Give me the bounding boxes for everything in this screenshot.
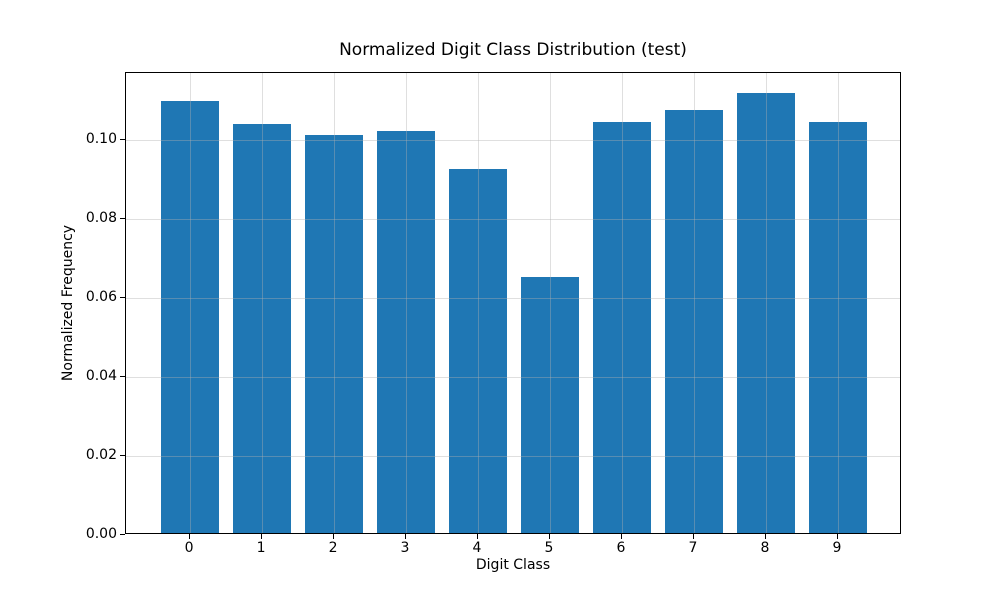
x-tick-mark [836, 534, 838, 539]
x-tick-label: 5 [544, 540, 554, 556]
y-tick-label: 0.08 [85, 210, 117, 227]
y-tick-label: 0.06 [85, 289, 117, 306]
plot-area [125, 72, 901, 534]
bar [593, 121, 651, 533]
bar [737, 92, 795, 533]
gridline-vertical [190, 73, 192, 533]
y-tick-mark [120, 376, 125, 378]
x-tick-label: 1 [256, 540, 266, 556]
bar [305, 134, 363, 533]
x-tick-label: 7 [688, 540, 698, 556]
gridline-vertical [406, 73, 408, 533]
gridline-horizontal [126, 219, 900, 221]
x-tick-label: 6 [616, 540, 626, 556]
y-tick-mark [120, 455, 125, 457]
x-tick-mark [477, 534, 478, 539]
y-tick-label: 0.02 [85, 447, 117, 464]
gridline-vertical [549, 73, 551, 533]
bar [665, 109, 723, 533]
x-tick-mark [405, 534, 407, 539]
gridline-horizontal [126, 456, 900, 458]
gridline-horizontal [126, 298, 900, 300]
gridline-horizontal [126, 140, 900, 142]
bar [233, 123, 291, 533]
gridline-vertical [765, 73, 767, 533]
x-tick-mark [548, 534, 550, 539]
x-tick-label: 8 [760, 540, 770, 556]
x-tick-label: 4 [472, 540, 482, 556]
x-tick-mark [764, 534, 766, 539]
chart-title: Normalized Digit Class Distribution (tes… [339, 40, 687, 60]
y-tick-mark [120, 534, 125, 535]
gridline-horizontal [126, 377, 900, 379]
x-tick-label: 3 [400, 540, 410, 556]
y-tick-label: 0.10 [85, 131, 117, 148]
gridline-vertical [262, 73, 264, 533]
bar [449, 168, 507, 533]
y-tick-mark [120, 218, 125, 220]
y-tick-label: 0.00 [85, 526, 117, 542]
x-tick-label: 0 [184, 540, 194, 556]
bar [809, 122, 867, 533]
y-tick-label: 0.04 [85, 368, 117, 385]
x-tick-mark [620, 534, 622, 539]
x-tick-label: 9 [832, 540, 842, 556]
y-tick-mark [120, 139, 125, 141]
gridline-vertical [334, 73, 336, 533]
x-tick-mark [261, 534, 263, 539]
bar [161, 101, 219, 533]
gridline-vertical [837, 73, 839, 533]
gridline-vertical [621, 73, 623, 533]
bar [521, 277, 579, 533]
x-tick-mark [692, 534, 694, 539]
gridline-vertical [693, 73, 695, 533]
x-axis-label: Digit Class [475, 557, 551, 573]
y-tick-mark [120, 297, 125, 299]
gridline-vertical [478, 73, 479, 533]
x-tick-mark [189, 534, 191, 539]
x-tick-mark [333, 534, 335, 539]
x-tick-label: 2 [328, 540, 338, 556]
bar [377, 131, 435, 533]
